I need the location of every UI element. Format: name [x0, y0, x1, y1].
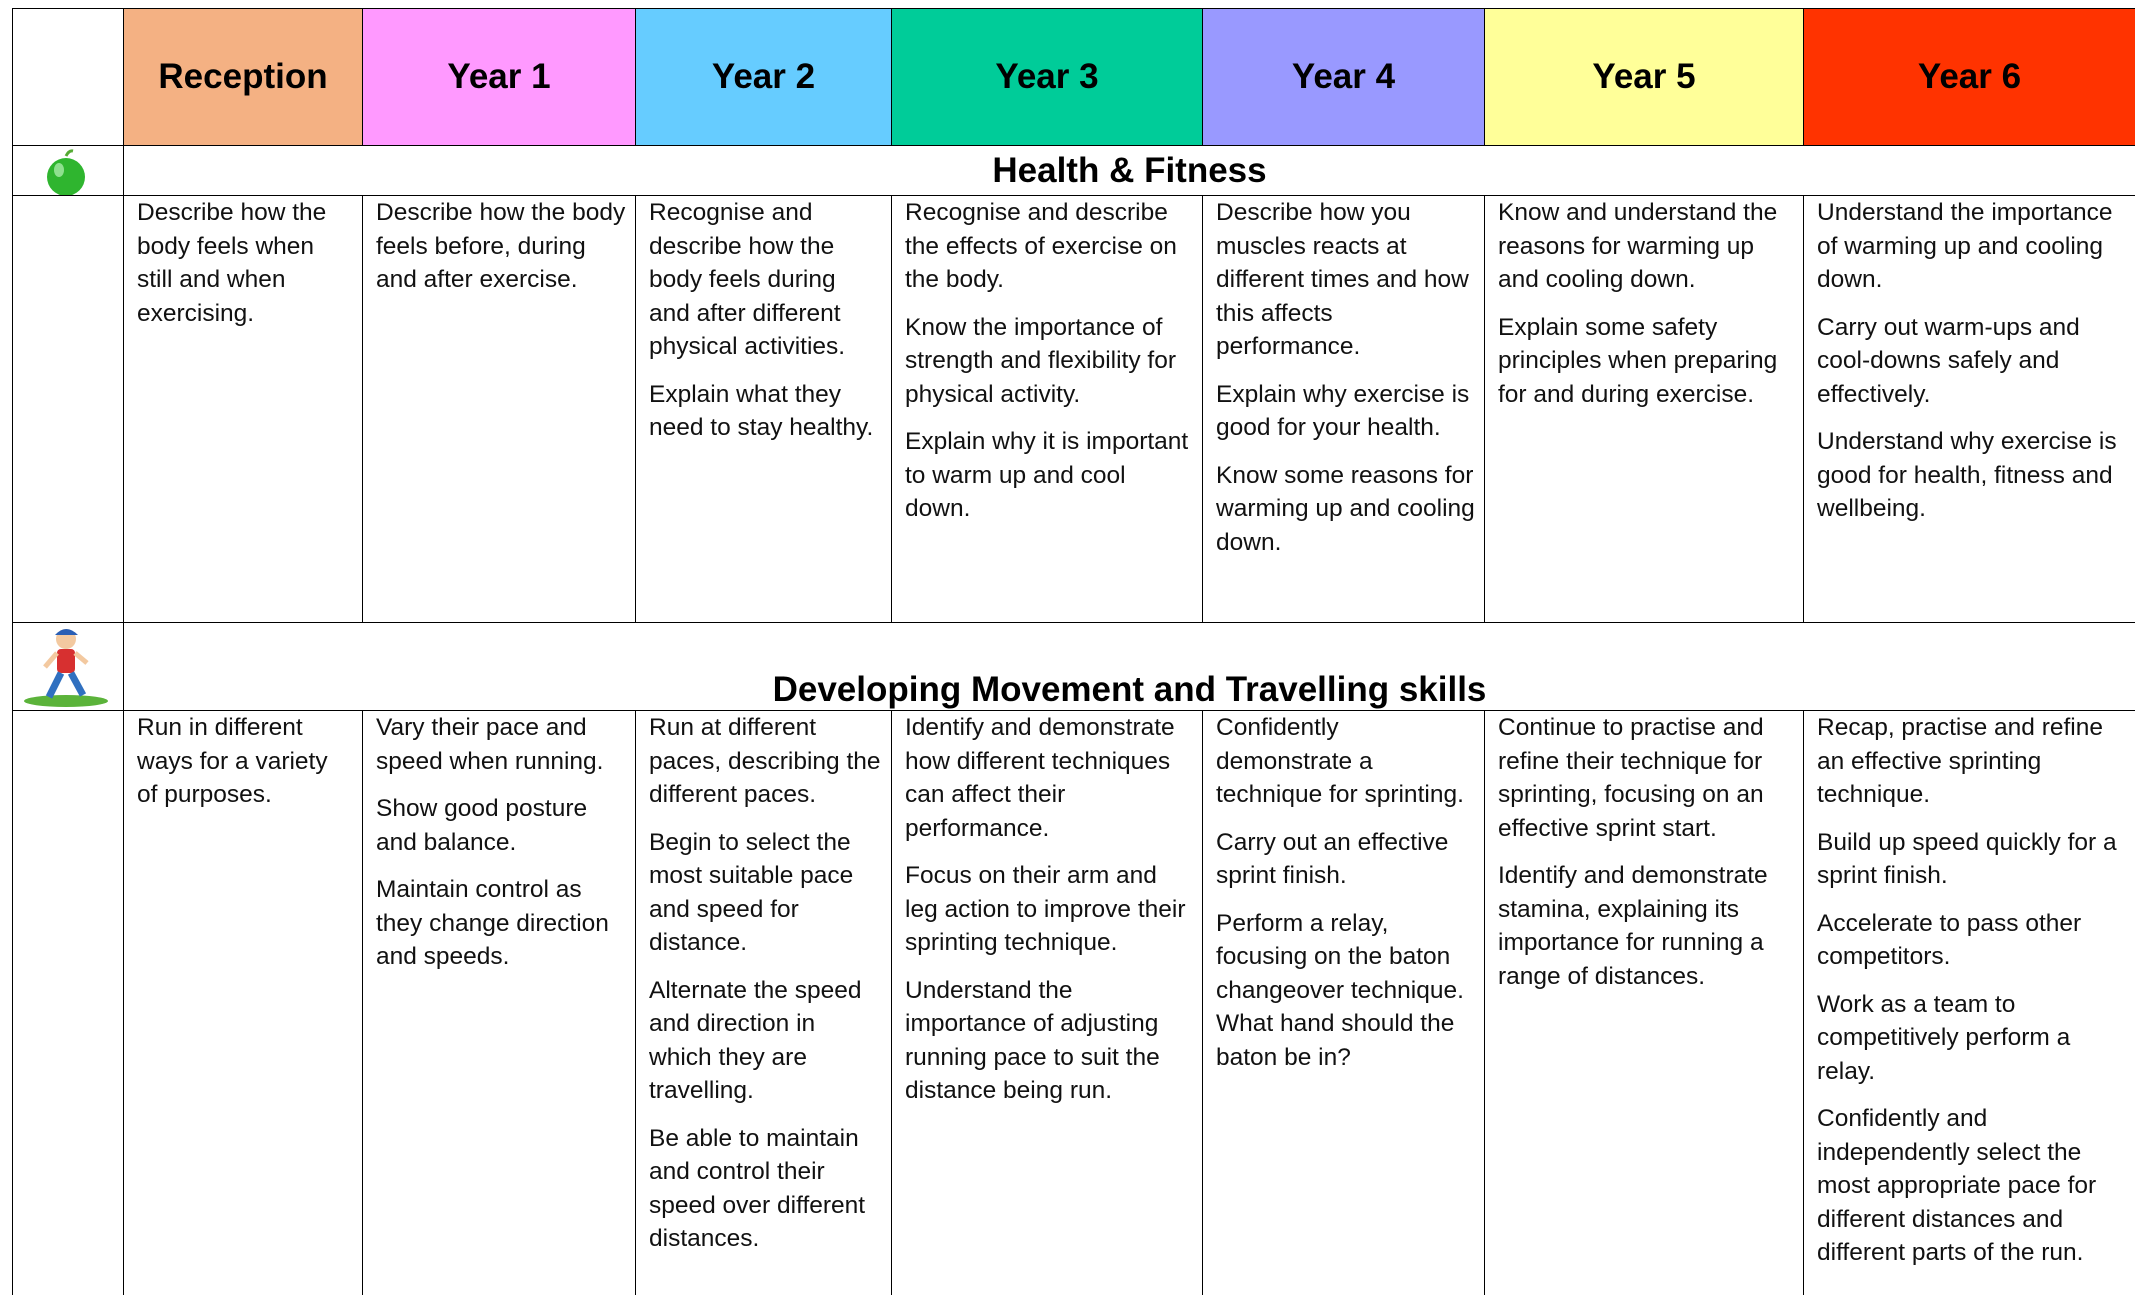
objective-cell: Continue to practise and refine their te… [1484, 710, 1804, 1295]
section-row: Run in different ways for a variety of p… [12, 710, 2135, 1295]
objective: Run in different ways for a variety of p… [137, 714, 328, 808]
objective: Identify and demonstrate stamina, explai… [1498, 862, 1768, 990]
section-bar: Health & Fitness [12, 145, 2135, 196]
section-title: Developing Movement and Travelling skill… [123, 622, 2135, 711]
section-icon [12, 145, 124, 196]
objective: Recognise and describe the effects of ex… [905, 199, 1177, 293]
section-icon [12, 622, 124, 711]
section-title: Health & Fitness [123, 145, 2135, 196]
objective-cell: Recap, practise and refine an effective … [1803, 710, 2135, 1295]
year-header: Reception [123, 8, 363, 146]
icon-spacer [12, 195, 124, 623]
objective-cell: Run at different paces, describing the d… [635, 710, 892, 1295]
objective: Be able to maintain and control their sp… [649, 1124, 866, 1253]
objective: Alternate the speed and direction in whi… [649, 976, 862, 1105]
objective: Show good posture and balance. [376, 795, 588, 856]
section-bar: Developing Movement and Travelling skill… [12, 622, 2135, 711]
objective: Explain some safety principles when prep… [1498, 313, 1778, 408]
objective-cell: Know and understand the reasons for warm… [1484, 195, 1804, 623]
objective-cell: Understand the importance of warming up … [1803, 195, 2135, 623]
objective-cell: Describe how the body feels before, duri… [362, 195, 636, 623]
year-header: Year 5 [1484, 8, 1804, 146]
objective: Describe how you muscles reacts at diffe… [1216, 199, 1469, 360]
objective: Know the importance of strength and flex… [905, 313, 1176, 408]
objective: Identify and demonstrate how different t… [905, 714, 1175, 842]
objective: Build up speed quickly for a sprint fini… [1817, 828, 2117, 890]
objective: Know some reasons for warming up and coo… [1216, 461, 1475, 556]
objective: Perform a relay, focusing on the baton c… [1216, 909, 1464, 1071]
objective: Focus on their arm and leg action to imp… [905, 862, 1186, 956]
objective-cell: Describe how the body feels when still a… [123, 195, 363, 623]
year-header: Year 1 [362, 8, 636, 146]
objective: Maintain control as they change directio… [376, 876, 609, 970]
objective: Work as a team to competitively perform … [1817, 990, 2071, 1085]
objective-cell: Confidently demonstrate a technique for … [1202, 710, 1485, 1295]
objective-cell: Identify and demonstrate how different t… [891, 710, 1203, 1295]
objective-cell: Vary their pace and speed when running. S… [362, 710, 636, 1295]
objective: Explain why exercise is good for your he… [1216, 380, 1470, 442]
objective: Continue to practise and refine their te… [1498, 714, 1764, 842]
objective: Confidently demonstrate a technique for … [1216, 714, 1464, 808]
objective: Understand why exercise is good for heal… [1817, 428, 2117, 522]
objective: Describe how the body feels before, duri… [376, 199, 626, 293]
section-row: Describe how the body feels when still a… [12, 195, 2135, 623]
objective: Begin to select the most suitable pace a… [649, 828, 854, 957]
year-header: Year 3 [891, 8, 1203, 146]
objective: Recap, practise and refine an effective … [1817, 714, 2103, 808]
objective: Run at different paces, describing the d… [649, 714, 881, 808]
objective: Understand the importance of adjusting r… [905, 976, 1160, 1105]
objective: Explain why it is important to warm up a… [905, 428, 1189, 522]
objective: Carry out an effective sprint finish. [1216, 828, 1449, 890]
objective-cell: Recognise and describe the effects of ex… [891, 195, 1203, 623]
objective: Confidently and independently select the… [1817, 1105, 2097, 1266]
year-header: Year 4 [1202, 8, 1485, 146]
year-header: Year 6 [1803, 8, 2135, 146]
corner-cell [12, 8, 124, 146]
objective-cell: Describe how you muscles reacts at diffe… [1202, 195, 1485, 623]
icon-spacer [12, 710, 124, 1295]
objective-cell: Recognise and describe how the body feel… [635, 195, 892, 623]
year-header: Year 2 [635, 8, 892, 146]
objective: Carry out warm-ups and cool-downs safely… [1817, 313, 2080, 408]
objective: Understand the importance of warming up … [1817, 199, 2113, 293]
objective: Describe how the body feels when still a… [137, 199, 327, 327]
objective: Accelerate to pass other competitors. [1817, 909, 2082, 971]
objective: Vary their pace and speed when running. [376, 714, 604, 775]
objective: Recognise and describe how the body feel… [649, 199, 846, 360]
objective-cell: Run in different ways for a variety of p… [123, 710, 363, 1295]
objective: Know and understand the reasons for warm… [1498, 199, 1778, 293]
objective: Explain what they need to stay healthy. [649, 380, 874, 442]
